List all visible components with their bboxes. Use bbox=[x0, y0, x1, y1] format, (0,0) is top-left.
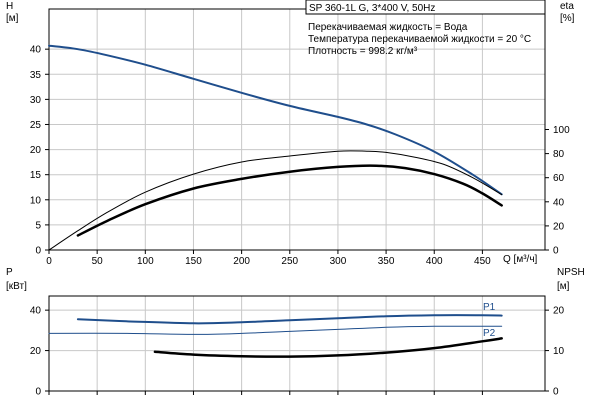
series-label-p2: P2 bbox=[483, 328, 496, 339]
x-tick-label: 250 bbox=[281, 256, 298, 267]
bottom-plot-frame bbox=[48, 295, 546, 392]
series-line-0-1 bbox=[48, 150, 503, 251]
y-left-tick-label: 40 bbox=[30, 45, 42, 56]
top-left-axis-label-line1: H bbox=[6, 1, 13, 12]
y-right-tick-label: 20 bbox=[553, 221, 565, 232]
x-axis-label: Q [м³/ч] bbox=[503, 254, 538, 265]
bottom-series bbox=[48, 314, 503, 358]
top-panel: 0 50 100 150 200 250 300 350 400 4500510152025303… bbox=[6, 0, 575, 267]
top-ticks: 0 50 100 150 200 250 300 350 400 4500510152025303… bbox=[30, 45, 570, 267]
bottom-panel: 0 20 40 0 10 20 P [кВт] NPSH [м] P1 P2 bbox=[6, 267, 585, 398]
y-left-tick-label: 10 bbox=[30, 195, 42, 206]
y-right-tick-label: 10 bbox=[553, 346, 565, 357]
y-right-tick-label: 60 bbox=[553, 173, 565, 184]
chart-title-box bbox=[305, 0, 546, 15]
x-tick-label: 300 bbox=[330, 256, 347, 267]
annotation-temperature: Температура перекачиваемой жидкости = 20… bbox=[308, 34, 531, 45]
x-tick-label: 450 bbox=[474, 256, 491, 267]
bottom-grid bbox=[49, 296, 545, 391]
y-left-tick-label: 20 bbox=[30, 145, 42, 156]
annotation-liquid: Перекачиваемая жидкость = Вода bbox=[308, 22, 468, 33]
y-right-tick-label: 80 bbox=[553, 149, 565, 160]
y-left-tick-label: 15 bbox=[30, 170, 42, 181]
top-right-axis-label-line1: eta bbox=[560, 1, 574, 12]
bottom-ticks: 0 20 40 0 10 20 bbox=[30, 306, 565, 398]
x-tick-label: 50 bbox=[92, 256, 104, 267]
top-right-axis-label-line2: [%] bbox=[560, 13, 575, 24]
y-left-tick-label: 30 bbox=[30, 95, 42, 106]
bottom-left-axis-label-line1: P bbox=[6, 267, 13, 278]
series-line-1-0 bbox=[76, 314, 503, 325]
y-left-tick-label: 25 bbox=[30, 120, 42, 131]
x-tick-label: 100 bbox=[137, 256, 154, 267]
x-tick-label: 200 bbox=[233, 256, 250, 267]
y-left-tick-label: 5 bbox=[35, 220, 41, 231]
top-series bbox=[48, 44, 503, 251]
y-left-tick-label: 35 bbox=[30, 70, 42, 81]
y-right-tick-label: 0 bbox=[553, 387, 559, 398]
series-line-0-2 bbox=[76, 164, 503, 237]
y-right-tick-label: 20 bbox=[553, 306, 565, 317]
series-line-0-0 bbox=[48, 44, 503, 196]
y-left-tick-label: 20 bbox=[30, 346, 42, 357]
top-left-axis-label-line2: [м] bbox=[6, 13, 19, 24]
series-line-1-1 bbox=[48, 325, 503, 335]
bottom-left-axis-label-line2: [кВт] bbox=[6, 281, 27, 292]
x-tick-label: 350 bbox=[378, 256, 395, 267]
chart-title: SP 360-1L G, 3*400 V, 50Hz bbox=[309, 3, 435, 14]
y-right-tick-label: 40 bbox=[553, 197, 565, 208]
y-left-tick-label: 0 bbox=[35, 387, 41, 398]
bottom-right-axis-label-line2: [м] bbox=[557, 281, 570, 292]
x-tick-label: 400 bbox=[426, 256, 443, 267]
y-left-tick-label: 0 bbox=[35, 246, 41, 257]
y-left-tick-label: 40 bbox=[30, 306, 42, 317]
top-grid bbox=[49, 9, 545, 250]
y-right-tick-label: 100 bbox=[553, 125, 570, 136]
series-label-p1: P1 bbox=[483, 302, 496, 313]
y-right-tick-label: 0 bbox=[553, 246, 559, 257]
annotation-density: Плотность = 998.2 кг/м³ bbox=[308, 46, 418, 57]
bottom-right-axis-label-line1: NPSH bbox=[557, 267, 585, 278]
x-tick-label: 0 bbox=[46, 256, 52, 267]
x-tick-label: 150 bbox=[185, 256, 202, 267]
series-line-1-2 bbox=[153, 337, 503, 358]
